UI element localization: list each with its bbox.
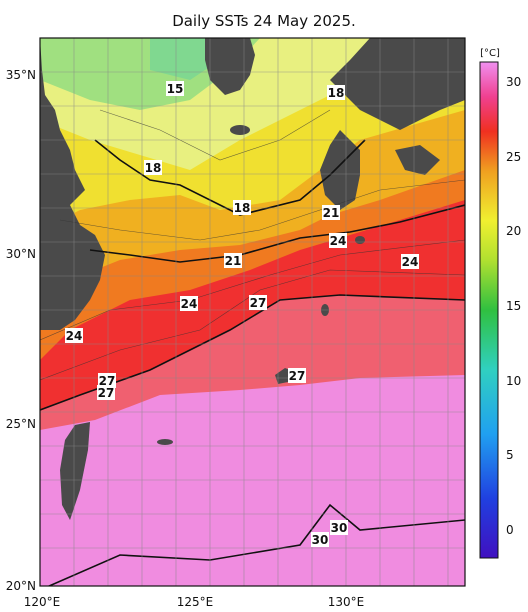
lat-label-25n: 25°N	[6, 417, 36, 431]
colorbar-scale	[479, 61, 499, 559]
china-coast	[40, 38, 105, 330]
japan-kyushu	[320, 130, 360, 210]
lon-label-125e: 125°E	[177, 595, 214, 609]
lat-label-30n: 30°N	[6, 247, 36, 261]
contour-label-18c: 18	[234, 201, 251, 215]
contour-label-24b: 24	[402, 255, 419, 269]
contour-label-30b: 30	[312, 533, 329, 547]
jeju-island	[230, 125, 250, 135]
lat-axis: 35°N 30°N 25°N 20°N	[6, 68, 36, 593]
map-title: Daily SSTs 24 May 2025.	[172, 12, 356, 30]
colorbar-tick-25: 25	[506, 150, 521, 164]
colorbar-tick-10: 10	[506, 374, 521, 388]
lon-axis: 120°E 125°E 130°E	[24, 595, 365, 609]
lat-label-35n: 35°N	[6, 68, 36, 82]
contour-label-27c: 27	[99, 374, 116, 388]
colorbar-tick-15: 15	[506, 299, 521, 313]
contour-label-27a: 27	[250, 296, 267, 310]
contour-label-21a: 21	[323, 206, 340, 220]
lat-label-20n: 20°N	[6, 579, 36, 593]
colorbar: [°C] 30 25 20 15 10 5 0	[479, 48, 521, 559]
contour-label-27d: 27	[98, 386, 115, 400]
tanegashima	[355, 236, 365, 244]
colorbar-tick-20: 20	[506, 224, 521, 238]
contour-label-27b: 27	[289, 369, 306, 383]
colorbar-unit: [°C]	[480, 48, 500, 59]
korea-peninsula	[205, 38, 255, 95]
colorbar-tick-5: 5	[506, 448, 514, 462]
taiwan	[60, 422, 90, 520]
contour-label-21b: 21	[225, 254, 242, 268]
sst-field	[40, 38, 465, 586]
contour-label-24a: 24	[330, 234, 347, 248]
yaeyama-islands	[157, 439, 173, 445]
contour-label-24c: 24	[181, 297, 198, 311]
colorbar-tick-0: 0	[506, 523, 514, 537]
map-frame	[39, 37, 466, 587]
contour-labels: 15 18 18 18 21 21 24 24 24 24 27 27 27 2…	[65, 81, 419, 547]
contour-label-15: 15	[167, 82, 184, 96]
japan-shikoku	[395, 145, 440, 175]
lon-label-130e: 130°E	[328, 595, 365, 609]
contour-label-30a: 30	[331, 521, 348, 535]
lon-label-120e: 120°E	[24, 595, 61, 609]
contour-label-18a: 18	[328, 86, 345, 100]
graticule	[40, 38, 465, 586]
colorbar-tick-30: 30	[506, 75, 521, 89]
contour-label-24d: 24	[66, 329, 83, 343]
japan-honshu	[330, 38, 465, 130]
contour-label-18b: 18	[145, 161, 162, 175]
isotherm-lines	[40, 139, 465, 586]
